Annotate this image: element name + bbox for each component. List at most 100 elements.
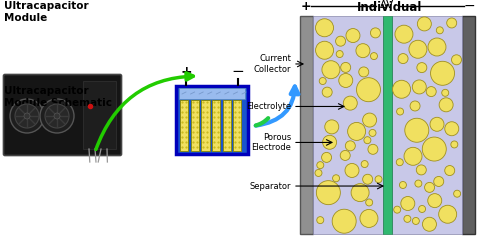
- Circle shape: [412, 80, 426, 94]
- Circle shape: [439, 98, 453, 112]
- Circle shape: [445, 122, 459, 136]
- Circle shape: [405, 118, 429, 142]
- Circle shape: [428, 38, 446, 56]
- Circle shape: [454, 190, 461, 197]
- Circle shape: [360, 209, 378, 227]
- Circle shape: [393, 80, 410, 98]
- Circle shape: [416, 165, 426, 175]
- Circle shape: [336, 51, 343, 58]
- Circle shape: [447, 18, 456, 28]
- Bar: [176, 86, 248, 154]
- Circle shape: [366, 199, 372, 206]
- Text: Ultracapacitor
Module Schematic: Ultracapacitor Module Schematic: [4, 86, 112, 108]
- Text: −: −: [463, 0, 475, 13]
- Circle shape: [24, 113, 30, 119]
- Text: +: +: [180, 65, 192, 79]
- Circle shape: [434, 176, 444, 186]
- Text: Electrolyte: Electrolyte: [246, 102, 291, 111]
- Circle shape: [375, 176, 382, 183]
- Circle shape: [45, 104, 69, 128]
- Circle shape: [445, 166, 455, 175]
- Circle shape: [417, 17, 432, 31]
- Circle shape: [317, 162, 324, 169]
- Circle shape: [401, 196, 415, 211]
- Circle shape: [345, 163, 359, 177]
- Text: Individual
Ultracapacitor Cell: Individual Ultracapacitor Cell: [328, 1, 452, 30]
- Circle shape: [399, 182, 407, 188]
- Circle shape: [15, 104, 39, 128]
- Circle shape: [40, 99, 74, 133]
- Circle shape: [351, 184, 369, 202]
- Circle shape: [417, 63, 427, 73]
- Circle shape: [356, 44, 370, 58]
- Bar: [383, 16, 392, 234]
- Bar: [180, 100, 188, 151]
- Circle shape: [412, 217, 420, 224]
- Circle shape: [404, 147, 422, 165]
- FancyArrowPatch shape: [256, 118, 268, 125]
- Bar: [300, 16, 313, 234]
- FancyArrowPatch shape: [96, 73, 193, 149]
- Circle shape: [394, 206, 401, 213]
- Circle shape: [346, 29, 360, 42]
- Circle shape: [422, 217, 436, 231]
- Circle shape: [396, 159, 403, 166]
- Circle shape: [357, 78, 381, 102]
- Circle shape: [362, 113, 377, 127]
- Circle shape: [322, 87, 332, 97]
- Circle shape: [436, 27, 444, 34]
- Circle shape: [345, 141, 355, 151]
- Circle shape: [409, 40, 427, 58]
- Circle shape: [332, 209, 356, 233]
- Circle shape: [317, 217, 324, 224]
- Bar: [313, 16, 383, 234]
- Circle shape: [359, 67, 369, 77]
- Circle shape: [371, 53, 377, 60]
- Text: ΔV: ΔV: [380, 0, 395, 10]
- Circle shape: [431, 61, 455, 85]
- Circle shape: [419, 205, 426, 213]
- Circle shape: [343, 96, 357, 110]
- Circle shape: [404, 215, 411, 222]
- Circle shape: [333, 175, 339, 182]
- Bar: [201, 100, 209, 151]
- Circle shape: [315, 41, 334, 59]
- Circle shape: [10, 99, 44, 133]
- Bar: [83, 81, 116, 149]
- Circle shape: [325, 120, 339, 134]
- Circle shape: [410, 101, 420, 111]
- Circle shape: [430, 117, 444, 131]
- Circle shape: [316, 181, 340, 205]
- Bar: [212, 100, 220, 151]
- Circle shape: [396, 108, 404, 115]
- Bar: [179, 88, 245, 99]
- FancyBboxPatch shape: [3, 74, 121, 155]
- Bar: [392, 16, 462, 234]
- Circle shape: [315, 19, 334, 37]
- Circle shape: [323, 135, 336, 149]
- Circle shape: [452, 55, 461, 65]
- Text: Separator: Separator: [250, 182, 291, 191]
- Text: −: −: [232, 64, 244, 80]
- Circle shape: [361, 161, 368, 168]
- Circle shape: [339, 73, 353, 88]
- Circle shape: [426, 87, 436, 97]
- Circle shape: [364, 137, 371, 144]
- Bar: [223, 100, 231, 151]
- Circle shape: [422, 137, 446, 161]
- Text: Ultracapacitor
Module: Ultracapacitor Module: [4, 1, 89, 23]
- Circle shape: [319, 78, 326, 84]
- Circle shape: [340, 151, 350, 161]
- Circle shape: [322, 61, 340, 79]
- Circle shape: [363, 174, 372, 184]
- Circle shape: [348, 122, 366, 140]
- Circle shape: [398, 54, 408, 64]
- Circle shape: [395, 25, 413, 43]
- Circle shape: [451, 141, 458, 148]
- Text: Porous
Electrode: Porous Electrode: [251, 133, 291, 152]
- Circle shape: [368, 144, 378, 154]
- Circle shape: [54, 113, 60, 119]
- Circle shape: [341, 62, 351, 72]
- Circle shape: [439, 205, 456, 223]
- Circle shape: [315, 170, 322, 176]
